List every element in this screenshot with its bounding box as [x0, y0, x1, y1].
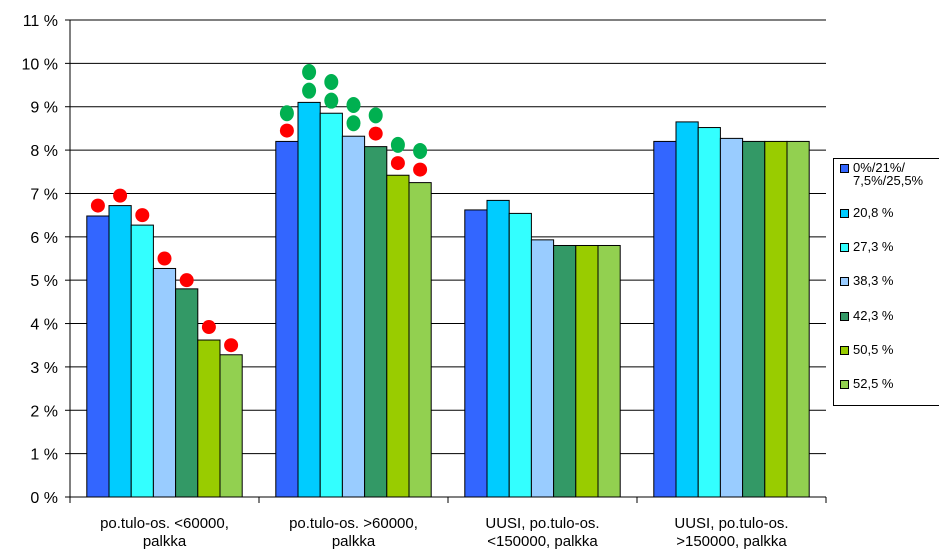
legend-swatch [840, 164, 849, 173]
bar [553, 244, 577, 498]
bar [764, 140, 788, 498]
red-marker [157, 251, 172, 266]
bar [530, 239, 555, 498]
red-marker [179, 273, 194, 288]
bar [130, 224, 154, 498]
x-axis-category-labels: po.tulo-os. <60000, palkka po.tulo-os. >60… [100, 515, 789, 550]
bar [364, 146, 388, 498]
legend-swatch [840, 209, 849, 218]
legend-label: 20,8 % [853, 205, 894, 220]
y-tick-label: 8 % [30, 143, 58, 160]
y-tick-label: 5 % [30, 273, 58, 290]
green-marker [413, 142, 428, 159]
bar [175, 288, 199, 498]
legend-swatch [840, 312, 849, 321]
bar [319, 112, 343, 498]
green-marker [346, 115, 361, 132]
green-marker [302, 82, 317, 99]
legend-label: 52,5 % [853, 376, 894, 391]
red-marker [413, 162, 428, 177]
y-tick-label: 2 % [30, 403, 58, 420]
legend-item: 50,5 % [840, 343, 893, 356]
y-axis-tick-labels: 0 % 1 % 2 % 3 % 4 % 5 % 6 % 7 % 8 % 9 % 10 % 11 % [22, 13, 70, 507]
y-tick-label: 4 % [30, 317, 58, 334]
legend-item: 20,8 % [840, 206, 893, 219]
legend-swatch [840, 277, 849, 286]
bar [786, 140, 810, 498]
red-marker [201, 320, 216, 335]
bar [152, 267, 177, 498]
green-marker [279, 105, 294, 122]
red-marker [224, 338, 239, 353]
bar [464, 209, 488, 498]
y-tick-label: 3 % [30, 360, 58, 377]
x-category-label: po.tulo-os. <60000, palkka [100, 515, 229, 550]
red-marker [368, 126, 383, 141]
green-marker [390, 136, 405, 153]
y-tick-label: 7 % [30, 186, 58, 203]
legend-label: 50,5 % [853, 342, 894, 357]
red-marker [279, 123, 294, 138]
bar [742, 140, 766, 498]
legend: 0%/21%/ 7,5%/25,5% 20,8 % 27,3 % 38,3 % 42,3… [833, 158, 939, 406]
bars [86, 101, 810, 498]
bar [275, 140, 299, 498]
bar [719, 137, 744, 498]
legend-swatch [840, 243, 849, 252]
legend-label: 38,3 % [853, 273, 894, 288]
x-category-label: po.tulo-os. >60000, palkka [289, 515, 418, 550]
bar [508, 212, 532, 498]
bar [197, 339, 221, 498]
legend-swatch [840, 346, 849, 355]
bar [219, 354, 243, 498]
bar [297, 101, 321, 498]
red-marker [113, 188, 128, 203]
y-tick-label: 6 % [30, 230, 58, 247]
bar [486, 199, 510, 498]
legend-label: 27,3 % [853, 239, 894, 254]
bar [575, 244, 599, 498]
x-category-label: UUSI, po.tulo-os. <150000, palkka [485, 515, 599, 550]
bar [341, 135, 366, 498]
green-marker [324, 92, 339, 109]
legend-item: 0%/21%/ 7,5%/25,5% [840, 161, 923, 187]
legend-item: 52,5 % [840, 377, 893, 390]
legend-label: 0%/21%/ 7,5%/25,5% [853, 160, 924, 188]
markers [90, 64, 428, 353]
green-marker [368, 107, 383, 124]
green-marker [302, 64, 317, 81]
y-tick-label: 11 % [23, 13, 58, 30]
bar [653, 140, 677, 498]
legend-item: 42,3 % [840, 309, 893, 322]
legend-label: 42,3 % [853, 308, 894, 323]
bar [386, 174, 410, 498]
bar [697, 127, 721, 498]
bar [675, 121, 699, 498]
legend-swatch [840, 380, 849, 389]
bar [408, 182, 432, 498]
legend-item: 38,3 % [840, 274, 893, 287]
y-tick-label: 9 % [30, 100, 58, 117]
bar [108, 205, 132, 498]
x-category-label: UUSI, po.tulo-os. >150000, palkka [674, 515, 788, 550]
y-tick-label: 1 % [30, 447, 58, 464]
bar [597, 244, 621, 498]
green-marker [346, 96, 361, 113]
red-marker [135, 208, 150, 223]
red-marker [390, 156, 405, 171]
y-tick-label: 0 % [30, 490, 58, 507]
bar [86, 215, 110, 498]
x-axis-ticks [69, 497, 827, 503]
legend-item: 27,3 % [840, 240, 893, 253]
red-marker [90, 198, 105, 213]
green-marker [324, 74, 339, 91]
y-tick-label: 10 % [22, 56, 58, 73]
